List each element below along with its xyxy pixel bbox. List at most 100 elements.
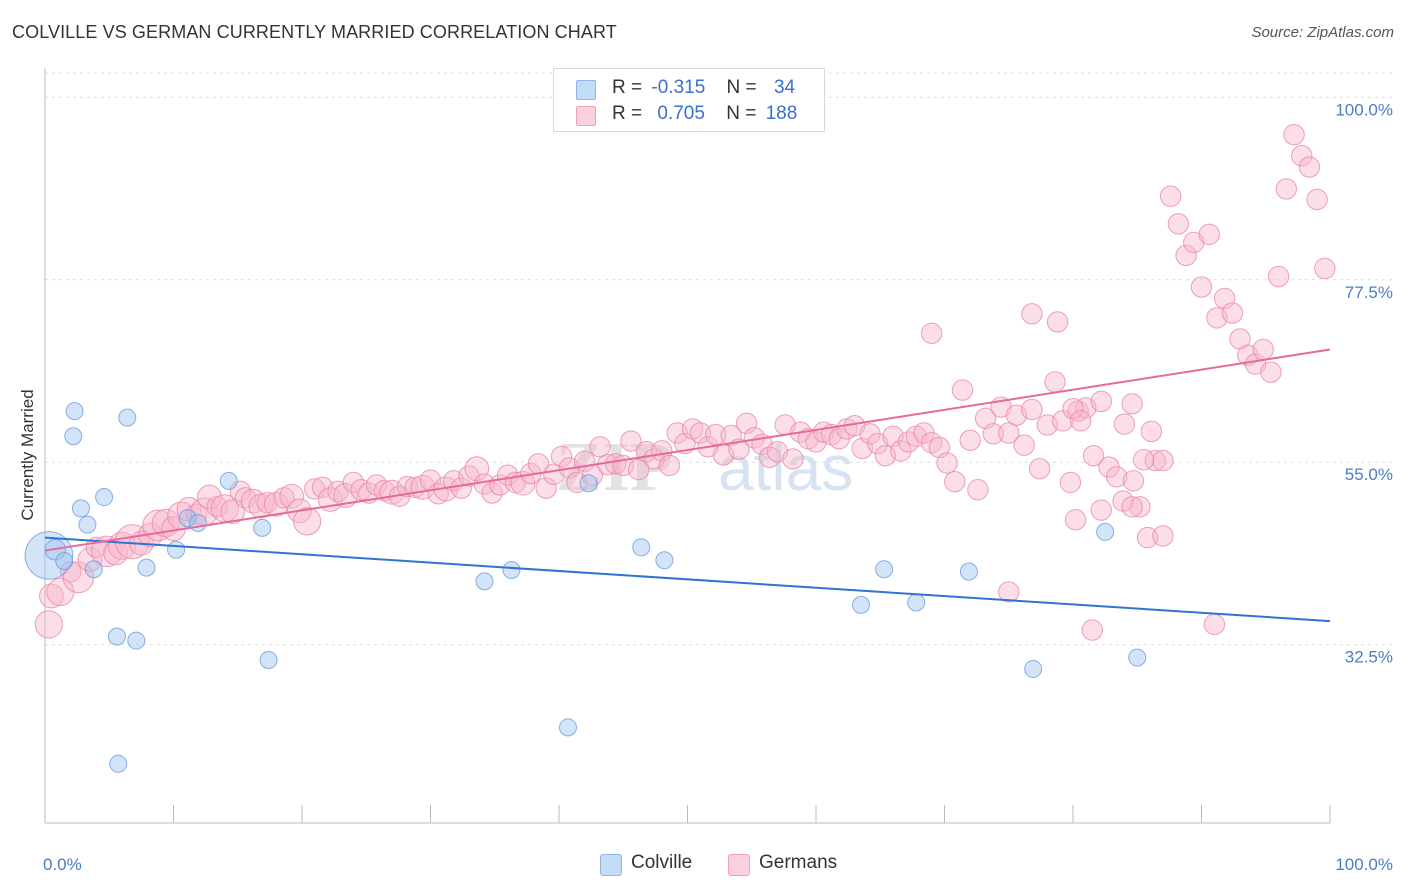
germans-point bbox=[890, 440, 912, 462]
colville-point bbox=[655, 551, 674, 570]
germans-point bbox=[333, 483, 359, 508]
n-label: N = bbox=[726, 103, 757, 124]
tick-labels: 100.0% 77.5% 55.0% 32.5% 0.0% 100.0% bbox=[43, 100, 1393, 874]
n-value: 188 bbox=[765, 103, 798, 124]
colville-point bbox=[65, 402, 84, 421]
chart-title: COLVILLE VS GERMAN CURRENTLY MARRIED COR… bbox=[12, 22, 617, 42]
germans-point bbox=[293, 507, 322, 536]
series-colville bbox=[24, 402, 1147, 773]
colville-point bbox=[1096, 522, 1115, 541]
germans-point bbox=[1167, 213, 1190, 235]
y-axis-label: Currently Married bbox=[18, 389, 37, 520]
germans-point bbox=[256, 492, 279, 514]
germans-point bbox=[1283, 123, 1305, 146]
germans-point bbox=[1183, 231, 1205, 254]
germans-point bbox=[464, 456, 490, 482]
colville-point bbox=[71, 499, 90, 518]
colville-point bbox=[95, 488, 114, 507]
germans-point bbox=[627, 458, 650, 481]
germans-point bbox=[1190, 276, 1213, 298]
colville-swatch bbox=[576, 80, 596, 100]
y-tick-label: 77.5% bbox=[1345, 283, 1393, 302]
stats-text: R = 0.705 N = 188 bbox=[612, 103, 797, 125]
germans-point bbox=[77, 547, 103, 572]
colville-point bbox=[1024, 659, 1043, 678]
colville-point bbox=[188, 514, 207, 532]
germans-point bbox=[1267, 265, 1290, 288]
germans-point bbox=[1136, 526, 1159, 549]
colville-point bbox=[167, 540, 186, 559]
n-label: N = bbox=[726, 77, 757, 98]
colville-point bbox=[875, 560, 894, 579]
colville-point bbox=[127, 631, 146, 650]
colville-point bbox=[64, 427, 83, 446]
germans-point bbox=[234, 487, 257, 509]
germans-point bbox=[998, 581, 1020, 603]
legend-label: Colville bbox=[631, 852, 693, 873]
germans-point bbox=[185, 503, 208, 525]
germans-point bbox=[1198, 223, 1220, 246]
germans-point bbox=[720, 424, 742, 447]
germans-point bbox=[1252, 338, 1274, 361]
germans-swatch bbox=[728, 854, 750, 876]
colville-point bbox=[558, 718, 577, 737]
x-tick-label: 100.0% bbox=[1335, 855, 1393, 874]
germans-point bbox=[1021, 303, 1043, 325]
colville-point bbox=[107, 627, 126, 646]
germans-point bbox=[1064, 509, 1087, 531]
colville-point bbox=[78, 515, 97, 534]
x-tick-label: 0.0% bbox=[43, 855, 82, 874]
colville-point bbox=[502, 561, 521, 580]
germans-point bbox=[1260, 361, 1282, 383]
germans-point bbox=[658, 454, 681, 477]
colville-point bbox=[219, 471, 238, 490]
germans-point bbox=[1046, 311, 1069, 333]
colville-point bbox=[24, 531, 74, 580]
germans-point bbox=[1059, 471, 1082, 494]
germans-point bbox=[481, 482, 503, 504]
colville-point bbox=[84, 560, 103, 579]
germans-point bbox=[936, 452, 958, 474]
germans-point bbox=[1175, 244, 1197, 267]
germans-point bbox=[1275, 178, 1298, 200]
germans-point bbox=[1013, 434, 1035, 456]
germans-point bbox=[1152, 449, 1174, 472]
colville-point bbox=[109, 754, 128, 773]
colville-swatch bbox=[600, 854, 622, 876]
germans-point bbox=[1028, 457, 1051, 480]
r-value: 0.705 bbox=[657, 103, 705, 124]
y-tick-label: 100.0% bbox=[1335, 100, 1393, 119]
germans-point bbox=[450, 477, 473, 499]
source-label: Source: ZipAtlas.com bbox=[1251, 24, 1394, 41]
germans-point bbox=[1152, 525, 1174, 547]
grid-lines bbox=[45, 72, 1395, 646]
colville-point bbox=[959, 562, 978, 581]
germans-point bbox=[1203, 613, 1226, 636]
germans-point bbox=[1090, 390, 1112, 413]
germans-point bbox=[1122, 470, 1145, 492]
colville-point bbox=[55, 552, 74, 571]
r-label: R = bbox=[612, 77, 643, 98]
legend-label: Germans bbox=[759, 852, 838, 873]
germans-point bbox=[1070, 410, 1092, 432]
germans-point bbox=[1121, 496, 1143, 518]
germans-point bbox=[365, 474, 388, 496]
germans-point bbox=[589, 436, 611, 458]
germans-point bbox=[1121, 393, 1143, 415]
germans-point bbox=[920, 322, 943, 344]
germans-point bbox=[1132, 449, 1155, 471]
germans-point bbox=[782, 448, 804, 470]
germans-point bbox=[535, 477, 557, 499]
colville-point bbox=[118, 408, 137, 427]
colville-point bbox=[1128, 648, 1147, 667]
germans-point bbox=[951, 379, 974, 401]
germans-point bbox=[689, 422, 712, 444]
germans-point bbox=[1314, 257, 1336, 280]
watermark: ZIP atlas bbox=[556, 429, 853, 506]
germans-point bbox=[1090, 499, 1112, 521]
germans-point bbox=[620, 430, 642, 452]
germans-point bbox=[1113, 413, 1136, 435]
colville-point bbox=[475, 572, 494, 591]
r-label: R = bbox=[612, 103, 643, 124]
germans-point bbox=[34, 610, 63, 639]
